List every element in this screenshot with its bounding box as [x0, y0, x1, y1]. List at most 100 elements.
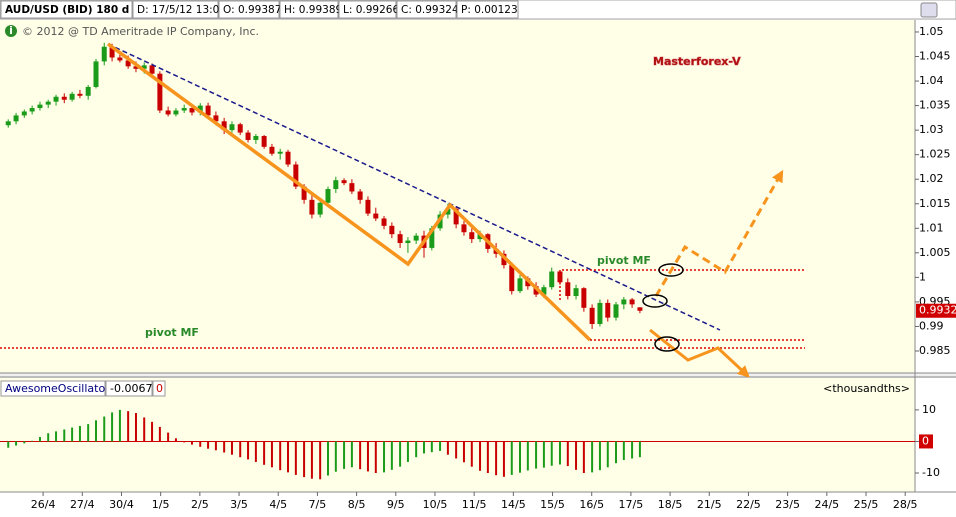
y-tick-label: 1.035 [919, 99, 951, 112]
candle-body [517, 278, 523, 292]
x-tick-label: 11/5 [462, 498, 487, 511]
x-tick-label: 22/5 [736, 498, 761, 511]
info-icon-glyph: i [9, 24, 13, 37]
candle-body [277, 151, 283, 154]
x-tick-label: 27/4 [70, 498, 95, 511]
info-icon[interactable] [5, 25, 17, 37]
indicator-name: AwesomeOscillator [5, 382, 110, 395]
candle-body [557, 271, 563, 283]
candle-body [357, 191, 363, 200]
candle-body [317, 202, 323, 215]
x-tick-label: 18/5 [658, 498, 683, 511]
candle-body [389, 225, 395, 235]
x-tick-label: 24/5 [814, 498, 839, 511]
y-tick-label: 1.01 [919, 221, 944, 234]
field-box [0, 380, 106, 397]
x-tick-label: 28/5 [893, 498, 918, 511]
candle-body [541, 287, 547, 295]
y-tick-label: 1.005 [919, 246, 951, 259]
last-price-box [916, 303, 956, 318]
header-field: L: 0.99266 [343, 4, 399, 16]
candle-body [229, 124, 235, 131]
candle-body [5, 121, 11, 126]
candle-body [373, 213, 379, 219]
candle-body [341, 180, 347, 184]
candle-body [77, 93, 83, 96]
x-tick-label: 21/5 [697, 498, 722, 511]
candle-body [573, 288, 579, 297]
header-field: P: 0.00123 [461, 4, 518, 16]
candle-body [181, 108, 187, 111]
field-box [456, 0, 519, 19]
candle-body [285, 151, 291, 165]
candle-body [453, 208, 459, 225]
x-tick-label: 3/5 [230, 498, 248, 511]
field-box [396, 0, 457, 19]
candle-body [205, 105, 211, 116]
candle-body [237, 124, 243, 133]
candle-body [349, 183, 355, 192]
y-tick-label: 1.05 [919, 25, 944, 38]
x-tick-label: 2/5 [191, 498, 209, 511]
candle-body [173, 110, 179, 115]
field-box [105, 380, 153, 397]
candle-body [69, 93, 75, 100]
candle-body [469, 232, 475, 240]
candle-body [549, 271, 555, 288]
candle-body [213, 115, 219, 122]
candle-body [325, 189, 331, 203]
candle-body [253, 136, 259, 140]
date-axis [0, 492, 956, 517]
candle-body [565, 282, 571, 297]
price-panel [0, 20, 915, 373]
candle-body [365, 199, 371, 214]
zero-box [919, 434, 933, 449]
x-tick-label: 17/5 [619, 498, 644, 511]
x-tick-label: 8/5 [348, 498, 366, 511]
candle-body [405, 240, 411, 244]
x-tick-label: 4/5 [269, 498, 287, 511]
candle-body [245, 132, 251, 140]
zigzag [106, 42, 592, 342]
candle-body [589, 307, 595, 324]
candle-body [581, 288, 587, 308]
annotations [0, 42, 805, 378]
candle-body [293, 164, 299, 187]
forecast-up [654, 169, 784, 297]
brand-title: Masterforex-V [653, 55, 741, 68]
candle-body [413, 235, 419, 241]
y-tick-label: 1.015 [919, 197, 951, 210]
header-field: C: 0.99324 [401, 4, 459, 16]
y-tick-label: 1 [919, 270, 926, 283]
field-box [152, 380, 166, 397]
candle-body [261, 136, 267, 147]
pivot-label: pivot MF [145, 326, 199, 339]
candle-body [397, 234, 403, 244]
x-tick-label: 30/4 [109, 498, 134, 511]
candle-body [381, 218, 387, 226]
marker-ellipse [658, 263, 684, 277]
marker-ellipse [642, 294, 668, 308]
y-tick-label: 1.02 [919, 172, 944, 185]
candle-body [61, 96, 67, 100]
candle-body [477, 234, 483, 240]
candle-body [189, 108, 195, 113]
window-button[interactable] [920, 2, 938, 18]
y-tick-label: 1.04 [919, 74, 944, 87]
candle-body [125, 60, 131, 67]
y-tick-label: 1.025 [919, 148, 951, 161]
candle-body [13, 115, 19, 122]
header: AUD/USD (BID) 180 d 4h D: 17/5/12 13:00 … [0, 0, 956, 20]
candle-body [141, 65, 147, 69]
candle-body [333, 180, 339, 190]
candle-body [269, 146, 275, 154]
candle-body [45, 101, 51, 105]
symbol: AUD/USD (BID) 180 d 4h [5, 4, 148, 16]
y-tick-label: 0 [922, 434, 929, 447]
candle-body [509, 265, 515, 292]
pivot-line [559, 269, 805, 300]
candle-body [29, 108, 35, 112]
copyright: © 2012 @ TD Ameritrade IP Company, Inc. [22, 25, 259, 38]
field-box [218, 0, 280, 19]
candle-body [21, 111, 27, 116]
